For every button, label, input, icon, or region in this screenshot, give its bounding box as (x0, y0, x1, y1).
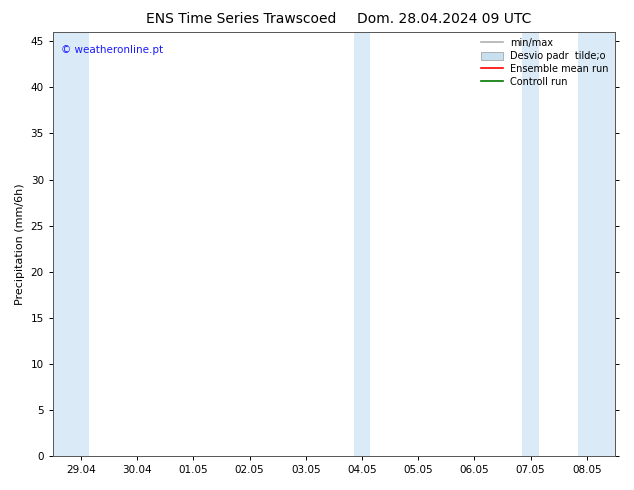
Text: © weatheronline.pt: © weatheronline.pt (61, 45, 164, 55)
Text: ENS Time Series Trawscoed: ENS Time Series Trawscoed (146, 12, 336, 26)
Bar (578, 32, 615, 456)
Y-axis label: Precipitation (mm/6h): Precipitation (mm/6h) (15, 183, 25, 305)
Legend: min/max, Desvio padr  tilde;o, Ensemble mean run, Controll run: min/max, Desvio padr tilde;o, Ensemble m… (477, 34, 613, 91)
Bar (354, 32, 370, 456)
Bar (522, 32, 539, 456)
Text: Dom. 28.04.2024 09 UTC: Dom. 28.04.2024 09 UTC (356, 12, 531, 26)
Bar (53, 32, 89, 456)
